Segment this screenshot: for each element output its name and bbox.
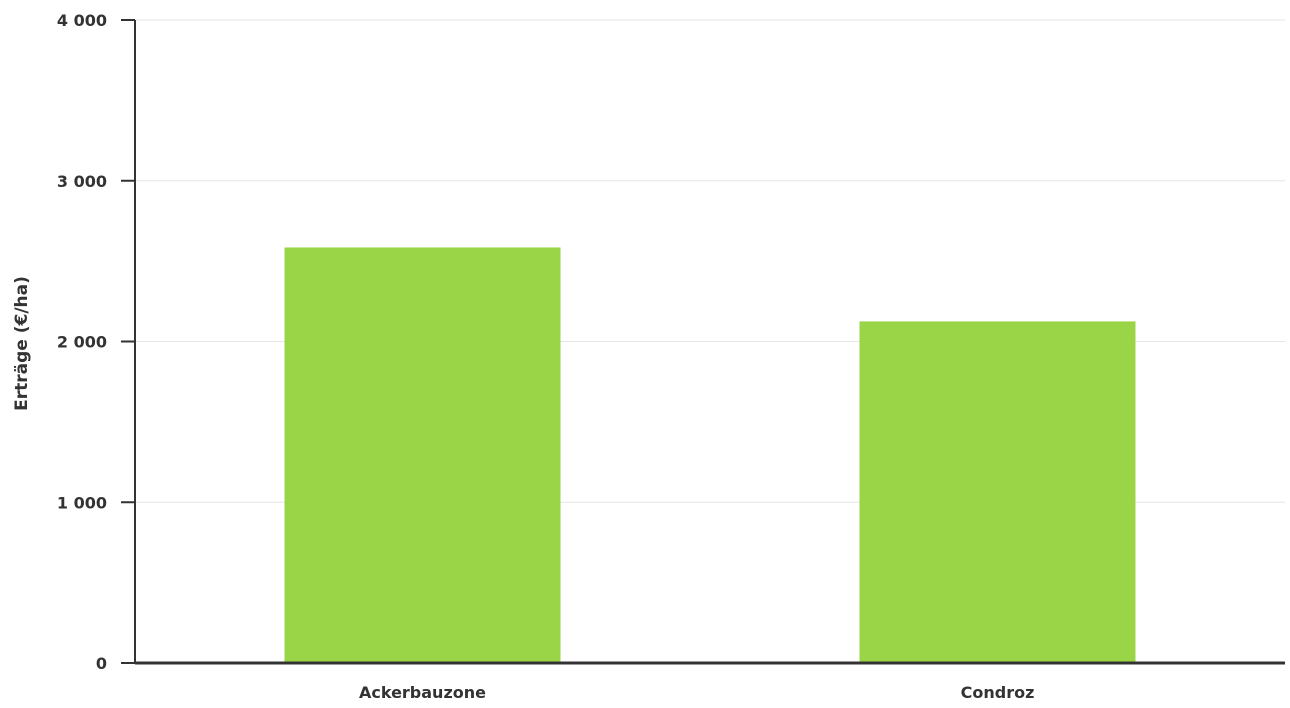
- bars: [284, 247, 1136, 663]
- bar-condroz[interactable]: [859, 321, 1136, 663]
- y-tick-label: 2 000: [57, 333, 107, 352]
- y-tick-label: 3 000: [57, 172, 107, 191]
- y-tick-label: 0: [96, 654, 107, 673]
- y-tick-label: 1 000: [57, 493, 107, 512]
- x-tick-label: Ackerbauzone: [359, 683, 486, 702]
- y-tick-label: 4 000: [57, 11, 107, 30]
- x-ticks: Ackerbauzone Condroz: [359, 683, 1035, 702]
- y-ticks: 0 1 000 2 000 3 000 4 000: [57, 11, 135, 673]
- x-tick-label: Condroz: [961, 683, 1035, 702]
- bar-ackerbauzone[interactable]: [284, 247, 561, 663]
- y-axis-label: Erträge (€/ha): [12, 276, 32, 411]
